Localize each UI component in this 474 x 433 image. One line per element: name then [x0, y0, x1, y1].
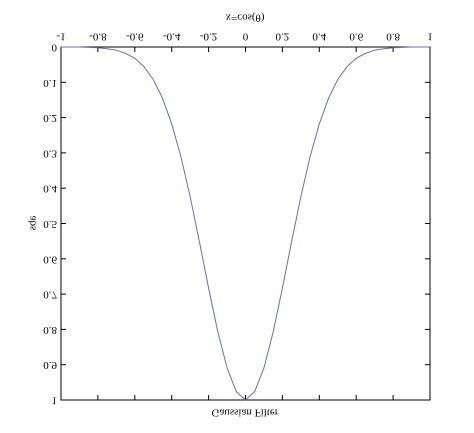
y-tick-label: 0.6: [43, 253, 57, 265]
x-tick-label: 0.8: [386, 30, 400, 42]
data-line: [61, 46, 430, 401]
y-tick-label: 0.5: [43, 218, 57, 230]
y-tick-label: 0.2: [43, 112, 57, 124]
x-tick-label: 0: [243, 30, 249, 42]
y-tick-label: 0.3: [43, 147, 57, 159]
axes-box: [60, 46, 431, 401]
x-tick-label: 0.4: [312, 30, 326, 42]
y-tick-label: 0.8: [43, 324, 57, 336]
y-tick-label: 0.9: [43, 359, 57, 371]
x-tick-label: -0.2: [200, 30, 217, 42]
y-tick-label: 0.1: [43, 77, 57, 89]
plot-root: Gaussian Filter x=cos(θ) abs -1 -0.8 -0.6 -…: [27, 11, 433, 418]
x-tick-label: -0.4: [163, 30, 181, 42]
x-tick-label: -1: [56, 30, 65, 42]
chart-title: Gaussian Filter: [212, 406, 279, 418]
x-tick-label: 0.2: [276, 30, 290, 42]
y-tick-label: 0.4: [43, 183, 57, 195]
y-tick-label: 1: [52, 394, 58, 406]
x-tick-label: -0.8: [89, 30, 107, 42]
y-tick-label: 0: [52, 41, 58, 53]
x-tick-label: 0.6: [349, 30, 363, 42]
y-tick-label: 0.7: [43, 289, 57, 301]
x-axis-label: x=cos(θ): [226, 11, 265, 23]
x-tick-label: 1: [427, 30, 433, 42]
y-axis-label: abs: [27, 216, 39, 231]
x-tick-label: -0.6: [126, 30, 144, 42]
